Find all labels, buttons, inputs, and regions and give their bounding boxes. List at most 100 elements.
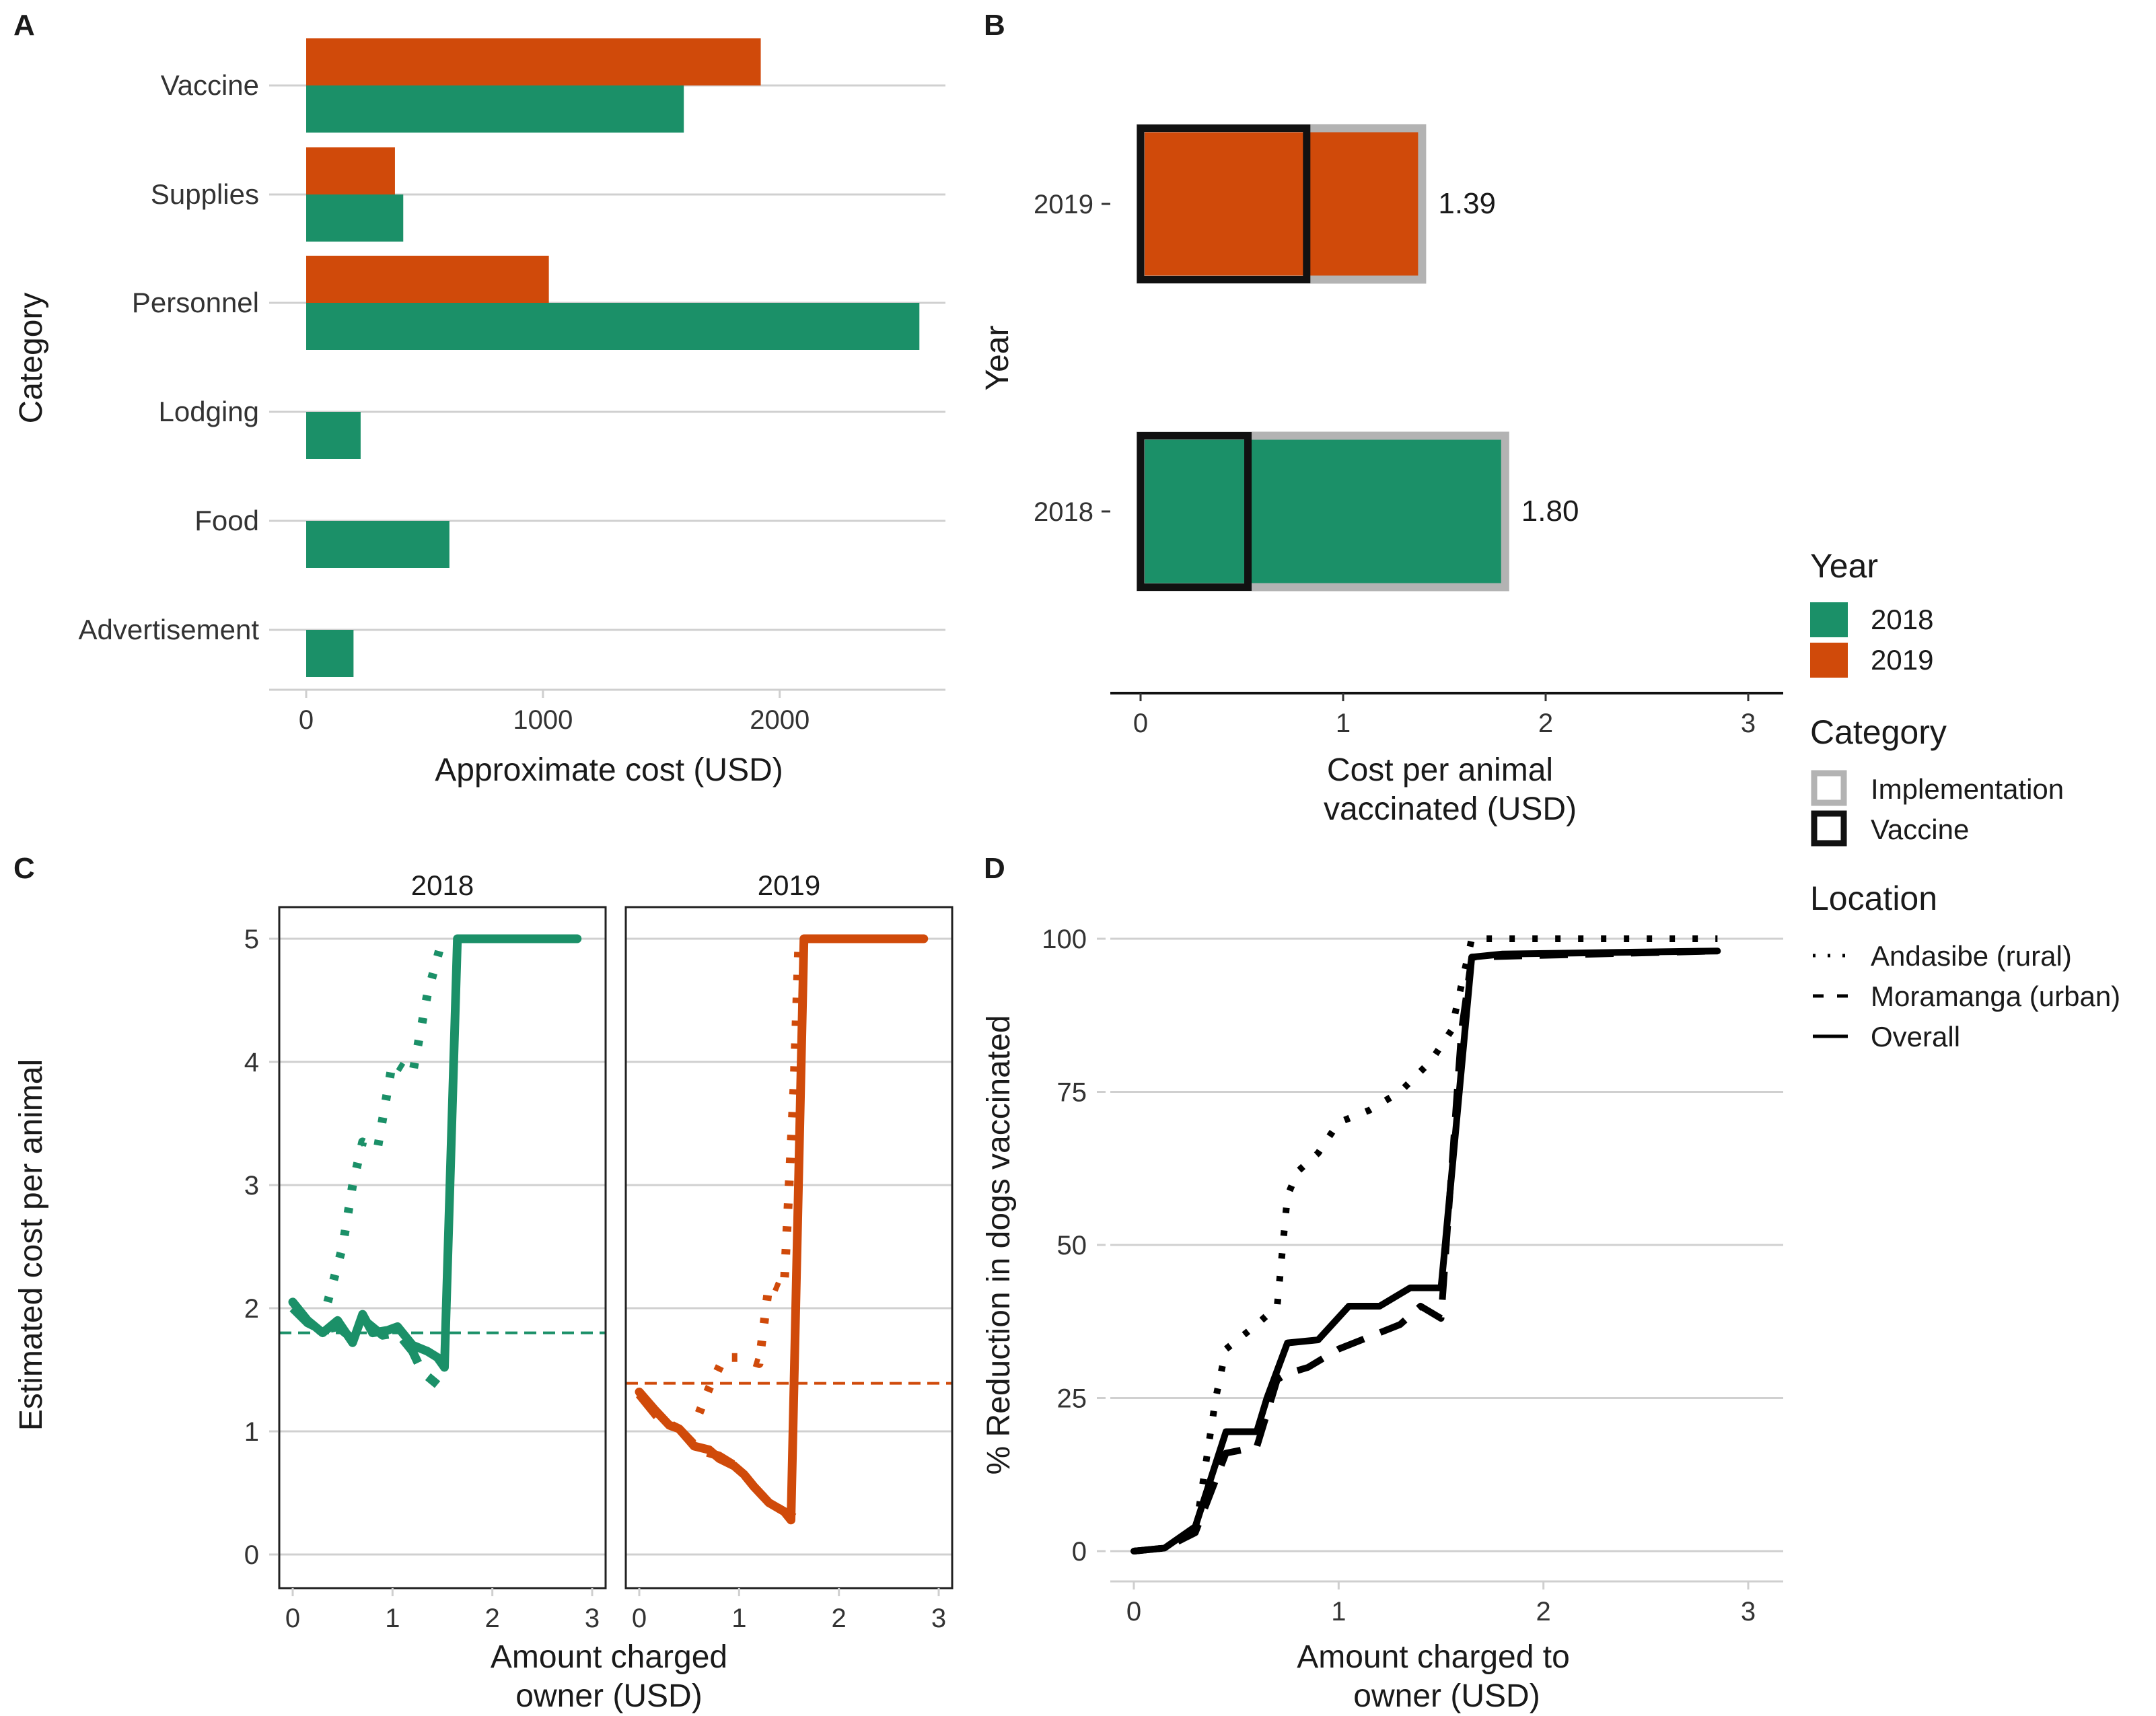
- y-tick-label: 2018: [1034, 497, 1093, 527]
- series-line-overall: [288, 934, 582, 1372]
- series-line-andasibe: [694, 938, 803, 1415]
- category-tick-label: Personnel: [132, 287, 259, 318]
- y-tick-label: 25: [1057, 1384, 1087, 1414]
- legend-swatch-2019: [1810, 643, 1848, 678]
- y-tick-label: 50: [1057, 1231, 1087, 1260]
- panel-a: A Vaccine Supplies Personnel Lodging Food Adve…: [13, 9, 945, 788]
- x-tick-label: 2: [1536, 1597, 1551, 1626]
- category-tick-label: Lodging: [159, 396, 259, 427]
- bar-2018-supplies: [306, 194, 404, 242]
- y-tick-label: 0: [1072, 1537, 1087, 1567]
- facet-frame: [278, 906, 607, 1589]
- facet-frame: [624, 906, 954, 1589]
- bar-implementation-2019: [1137, 124, 1427, 284]
- x-tick-label: 1: [385, 1604, 400, 1633]
- x-tick-label: 3: [1741, 1597, 1756, 1626]
- series-line-overall: [635, 934, 929, 1525]
- y-tick-label: 2: [244, 1294, 259, 1324]
- facet-strip-label: 2018: [411, 869, 474, 901]
- legend-label-moramanga: Moramanga (urban): [1871, 980, 2120, 1012]
- x-tick-label: 3: [585, 1604, 600, 1633]
- y-tick-label: 5: [244, 925, 259, 954]
- legend-label-vaccine: Vaccine: [1871, 814, 1969, 845]
- bar-implementation-2018: [1137, 431, 1509, 592]
- series-line-moramanga: [1133, 948, 1718, 1554]
- legend-title-year: Year: [1810, 547, 1878, 585]
- x-tick-label: 2000: [750, 705, 810, 735]
- y-tick-label: 2019: [1034, 190, 1093, 219]
- series-line-andasibe: [1133, 935, 1718, 1554]
- category-tick-label: Vaccine: [161, 69, 259, 101]
- legend-label-2018: 2018: [1871, 604, 1933, 635]
- legend-label-implementation: Implementation: [1871, 773, 2064, 805]
- x-tick-label: 1000: [513, 705, 573, 735]
- facet-strip-label: 2019: [758, 869, 820, 901]
- x-tick-label: 1: [1331, 1597, 1346, 1626]
- legend-title-category: Category: [1810, 713, 1947, 751]
- x-axis-title: owner (USD): [515, 1678, 702, 1714]
- facet-2019: 2019 0 1 2 3: [624, 869, 954, 1633]
- facet-2018: 2018 0 1 2 3: [278, 869, 607, 1633]
- legend-swatch-2018: [1810, 602, 1848, 637]
- panel-letter: B: [984, 9, 1005, 42]
- bar-2018-personnel: [306, 303, 920, 350]
- y-tick-label: 0: [244, 1540, 259, 1570]
- category-tick-label: Advertisement: [79, 614, 260, 645]
- panel-c: C 0 1 2 3 4 5 2018 0 1 2 3 2019 0 1 2 3 Amount chargedown…: [13, 852, 954, 1714]
- x-axis-title: Amount charged to: [1297, 1639, 1570, 1675]
- x-tick-label: 1: [731, 1604, 746, 1633]
- bar-2019-vaccine: [306, 38, 761, 85]
- legend-swatch-vaccine: [1811, 810, 1847, 847]
- x-axis-title: Amount charged: [491, 1639, 727, 1675]
- bar-2019-personnel: [306, 256, 549, 303]
- x-axis-title: Approximate cost (USD): [435, 752, 783, 788]
- x-tick-label: 3: [1741, 709, 1756, 738]
- series-line-andasibe: [323, 937, 447, 1303]
- bar-vaccine-2018: [1137, 432, 1252, 591]
- y-axis-title: Category: [13, 293, 49, 424]
- x-tick-label: 0: [285, 1604, 300, 1633]
- y-axis-title: Estimated cost per animal: [13, 1059, 49, 1431]
- y-axis-title: % Reduction in dogs vaccinated: [981, 1015, 1017, 1474]
- data-label-2018: 1.80: [1521, 495, 1579, 528]
- panel-letter: A: [13, 9, 35, 42]
- y-tick-label: 3: [244, 1171, 259, 1201]
- bar-2018-advertisement: [306, 630, 354, 677]
- y-tick-label: 4: [244, 1048, 259, 1077]
- x-tick-label: 2: [485, 1604, 500, 1633]
- legend-title-location: Location: [1810, 880, 1937, 917]
- legend-swatch-implementation: [1811, 770, 1847, 806]
- x-tick-label: 1: [1336, 709, 1351, 738]
- panel-letter: C: [13, 852, 35, 885]
- x-tick-label: 0: [299, 705, 314, 735]
- x-tick-label: 2: [832, 1604, 847, 1633]
- panel-letter: D: [984, 852, 1005, 885]
- legend-label-2019: 2019: [1871, 644, 1933, 676]
- bar-2019-supplies: [306, 147, 395, 194]
- y-tick-label: 100: [1042, 925, 1087, 954]
- x-tick-label: 0: [1133, 709, 1148, 738]
- legend-label-andasibe: Andasibe (rural): [1871, 940, 2072, 972]
- y-tick-label: 75: [1057, 1078, 1087, 1108]
- x-axis-title: Cost per animal: [1327, 752, 1553, 788]
- legend: Year 2018 2019 Category Implementation Vaccin…: [1810, 547, 2120, 1052]
- x-tick-label: 2: [1538, 709, 1553, 738]
- category-tick-label: Food: [194, 505, 259, 536]
- category-tick-label: Supplies: [151, 178, 259, 210]
- panel-b: B 2019 1.39 2018 1.80 0 1 2 3 Cost per animalvacc…: [980, 9, 1783, 827]
- x-tick-label: 0: [632, 1604, 647, 1633]
- x-axis-title: owner (USD): [1353, 1678, 1540, 1714]
- data-label-2019: 1.39: [1438, 187, 1496, 220]
- x-tick-label: 0: [1126, 1597, 1141, 1626]
- series-line-overall: [1130, 948, 1721, 1554]
- y-tick-label: 1: [244, 1417, 259, 1447]
- legend-label-overall: Overall: [1871, 1021, 1960, 1052]
- bar-vaccine-2019: [1137, 124, 1311, 283]
- bar-2018-vaccine: [306, 85, 684, 133]
- bar-2018-lodging: [306, 412, 361, 459]
- x-tick-label: 3: [931, 1604, 946, 1633]
- y-axis-title: Year: [980, 325, 1015, 390]
- x-axis-title: vaccinated (USD): [1324, 791, 1577, 827]
